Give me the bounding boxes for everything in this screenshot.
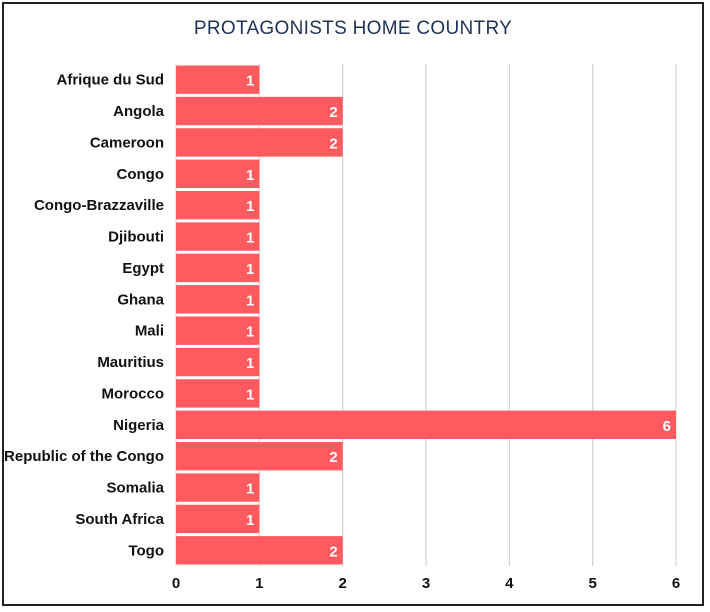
value-label: 1 [246,167,254,184]
x-tick-label: 4 [505,575,514,592]
bar [176,347,260,377]
category-label: Afrique du Sud [57,72,165,89]
category-label: Ghana [117,291,164,308]
x-tick-labels: 0 1 2 3 4 5 6 [172,575,680,592]
value-label: 1 [246,292,254,309]
value-label: 1 [246,261,254,278]
value-label: 2 [329,135,337,152]
value-label: 2 [329,104,337,121]
bar [176,65,260,94]
category-label: Togo [128,542,164,559]
bar [176,222,260,251]
bar [176,504,260,534]
value-label: 1 [246,355,254,372]
value-label: 1 [246,73,254,90]
category-label: Congo [117,166,164,183]
category-label: Congo-Brazzaville [34,197,164,214]
category-label: Nigeria [113,417,165,434]
bar [176,442,343,471]
bar [176,191,260,220]
category-labels: Afrique du Sud Angola Cameroon Congo Congo-B… [4,72,165,560]
chart-frame [2,2,704,606]
bar [176,128,343,157]
category-label: Republic of the Congo [4,448,164,465]
value-label: 1 [246,386,254,403]
value-label: 2 [329,449,337,466]
bar [176,159,260,188]
category-label: Egypt [122,260,164,277]
bar [176,536,343,565]
value-label: 1 [246,512,254,529]
x-tick-label: 2 [338,575,346,592]
category-label: South Africa [75,511,164,528]
x-tick-label: 0 [172,575,180,592]
value-label: 1 [246,324,254,341]
chart-title: PROTAGONISTS HOME COUNTRY [193,18,513,39]
value-label: 1 [246,230,254,247]
x-tick-label: 6 [672,575,680,592]
category-label: Somalia [106,480,164,497]
category-label: Mauritius [97,354,164,371]
value-labels: 1 2 2 1 1 1 1 1 1 1 1 6 2 1 1 2 [246,73,671,561]
value-label: 2 [329,543,337,560]
x-tick-label: 5 [588,575,596,592]
value-label: 1 [246,198,254,215]
value-label: 6 [663,418,671,435]
bar [176,410,676,439]
x-tick-label: 1 [255,575,263,592]
value-label: 1 [246,481,254,498]
category-label: Mali [135,323,164,340]
bar [176,285,260,314]
bar [176,316,260,345]
category-label: Djibouti [108,229,164,246]
bar [176,379,260,408]
category-label: Cameroon [90,134,164,151]
bar [176,96,343,126]
category-label: Morocco [101,385,164,402]
x-tick-label: 3 [422,575,430,592]
bars [176,65,676,565]
category-label: Angola [113,103,164,120]
bar [176,253,260,283]
bar [176,473,260,502]
